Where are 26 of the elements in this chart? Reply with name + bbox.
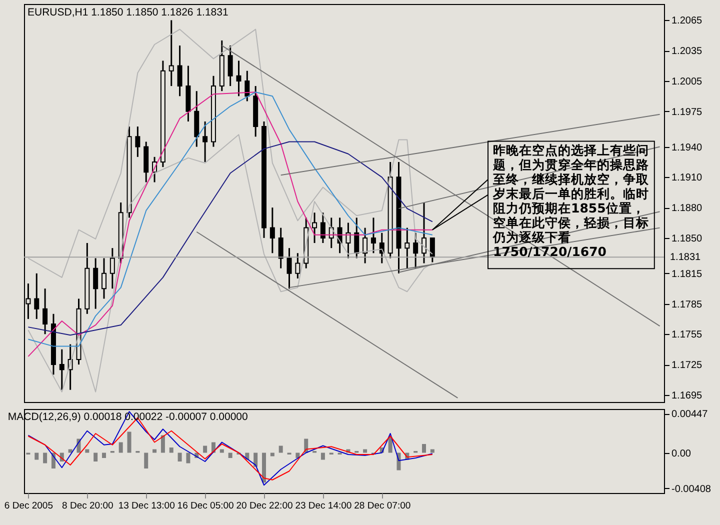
y-tick-label: 1.1785 [672,299,703,310]
y-tick-label: 1.2035 [672,46,703,58]
y-tick-label: 1.1725 [672,360,703,372]
y-tick-label: 1.1755 [672,330,703,341]
y-tick-label: -0.00408 [672,484,712,495]
x-tick-label: 16 Dec 05:00 [177,500,234,512]
x-tick-label: 28 Dec 07:00 [354,500,411,512]
y-tick-label: 1.1850 [672,233,703,244]
ref-line-label: 1.1831 [670,252,702,264]
y-tick-label: 1.1910 [672,172,703,184]
chart-title: EURUSD,H1 1.1850 1.1850 1.1826 1.1831 [28,6,228,18]
x-tick-label: 13 Dec 13:00 [118,500,175,512]
x-tick-label: 20 Dec 22:00 [236,500,293,512]
y-tick-label: 1.1880 [672,203,703,214]
y-tick-label: 0.00447 [672,409,708,420]
y-tick-label: 1.1695 [672,390,703,402]
x-tick-label: 23 Dec 14:00 [295,500,352,512]
x-tick-label: 8 Dec 20:00 [62,500,114,512]
x-tick-label: 6 Dec 2005 [4,500,54,512]
y-tick-label: 1.1940 [672,142,703,154]
y-tick-label: 1.2065 [672,16,703,27]
y-tick-label: 1.1815 [672,268,703,280]
y-tick-label: 0.00 [672,448,692,460]
annotation: 昨晚在空点的选择上有些问题，但为贯穿全年的操思路至终，继续择机放空，争取岁末最后一单的胜利。临时阻力仍预期在1855位置，空单在此守侯，轻损，目标仍为逐级下看1750/1720/1670 [492,142,650,259]
y-tick-label: 1.2005 [672,76,703,88]
y-tick-label: 1.1975 [672,106,703,118]
